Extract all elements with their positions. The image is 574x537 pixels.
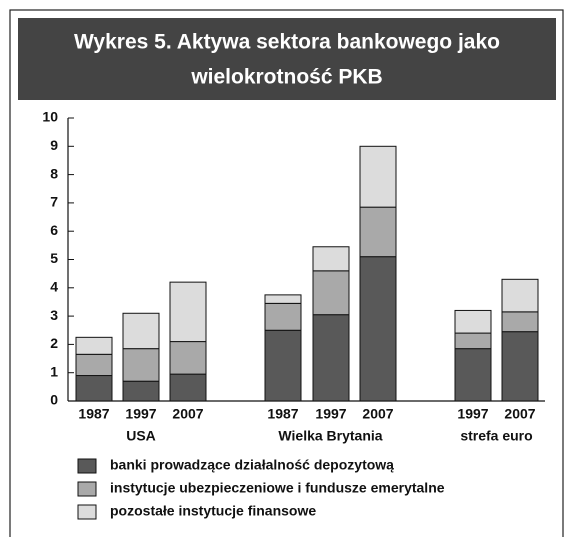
bar-segment <box>169 373 207 402</box>
y-tick-label: 5 <box>50 250 58 266</box>
x-tick-label: 1997 <box>315 406 346 422</box>
legend-swatch <box>77 481 97 497</box>
x-tick-label: 2007 <box>362 406 393 422</box>
bar-segment <box>454 348 492 402</box>
bar-segment <box>501 311 539 333</box>
bar-segment <box>454 332 492 350</box>
y-tick-label: 7 <box>50 194 58 210</box>
legend-label: banki prowadzące działalność depozytową <box>110 457 394 473</box>
legend-label: pozostałe instytucje finansowe <box>110 503 316 519</box>
chart-title: Wykres 5. Aktywa sektora bankowego jako <box>74 31 500 54</box>
bar-segment <box>264 294 302 304</box>
bar-segment <box>359 145 397 208</box>
x-tick-label: 2007 <box>172 406 203 422</box>
y-tick-label: 0 <box>50 392 58 408</box>
bar-segment <box>122 312 160 350</box>
bar-segment <box>169 281 207 343</box>
y-tick-label: 1 <box>50 363 58 379</box>
bar-segment <box>75 375 113 402</box>
y-tick-label: 2 <box>50 335 58 351</box>
bar-segment <box>501 278 539 313</box>
bar-segment <box>122 380 160 402</box>
bar-segment <box>312 270 350 316</box>
bar-segment <box>75 353 113 377</box>
y-tick-label: 10 <box>42 109 58 125</box>
legend-swatch <box>77 458 97 474</box>
bar-segment <box>501 331 539 402</box>
chart-title: wielokrotność PKB <box>190 66 382 89</box>
title-banner <box>18 18 556 100</box>
legend-label: instytucje ubezpieczeniowe i fundusze em… <box>110 480 445 496</box>
bar-segment <box>359 256 397 402</box>
y-tick-label: 4 <box>50 279 58 295</box>
frame <box>9 9 564 537</box>
group-label: USA <box>126 428 156 444</box>
x-tick-label: 2007 <box>504 406 535 422</box>
bar-segment <box>122 348 160 382</box>
legend-swatch <box>77 504 97 520</box>
bar-segment <box>312 246 350 272</box>
x-tick-label: 1997 <box>457 406 488 422</box>
bar-segment <box>264 329 302 402</box>
y-tick-label: 8 <box>50 165 58 181</box>
x-tick-label: 1987 <box>267 406 298 422</box>
y-tick-label: 3 <box>50 307 58 323</box>
y-tick-label: 9 <box>50 137 58 153</box>
group-label: Wielka Brytania <box>278 428 382 444</box>
bar-segment <box>454 309 492 334</box>
x-tick-label: 1997 <box>125 406 156 422</box>
y-tick-label: 6 <box>50 222 58 238</box>
x-tick-label: 1987 <box>78 406 109 422</box>
bar-segment <box>359 206 397 258</box>
group-label: strefa euro <box>460 428 532 444</box>
bar-segment <box>264 302 302 331</box>
bar-segment <box>169 341 207 375</box>
bar-segment <box>312 314 350 402</box>
bar-segment <box>75 336 113 355</box>
